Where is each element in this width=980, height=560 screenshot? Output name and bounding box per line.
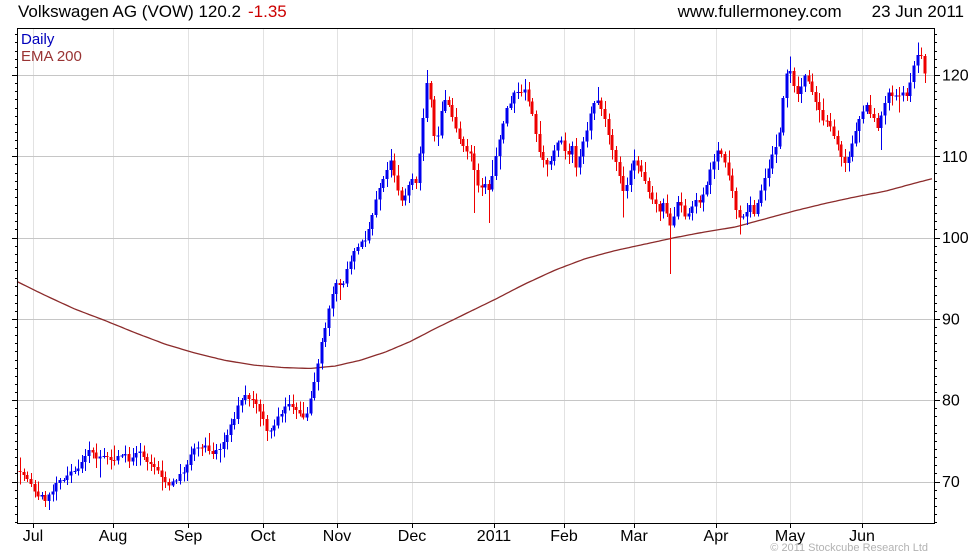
chart-title: Volkswagen AG (VOW) 120.2 <box>18 2 241 21</box>
chart-header-right: www.fullermoney.com 23 Jun 2011 <box>678 2 964 22</box>
svg-text:70: 70 <box>942 474 960 491</box>
svg-text:Jun: Jun <box>849 528 875 545</box>
chart-header-left: Volkswagen AG (VOW) 120.2 -1.35 <box>18 2 287 22</box>
vertical-gridlines <box>33 28 863 523</box>
svg-text:Jul: Jul <box>23 528 43 545</box>
plot-frame <box>12 28 940 528</box>
svg-text:May: May <box>775 528 805 545</box>
svg-text:Mar: Mar <box>620 528 648 545</box>
svg-text:Sep: Sep <box>174 528 203 545</box>
website-label: www.fullermoney.com <box>677 2 842 21</box>
y-axis-labels: 70 80 90 100 110 120 <box>942 68 969 492</box>
svg-text:Dec: Dec <box>398 528 426 545</box>
legend-item-ema200: EMA 200 <box>21 48 82 65</box>
svg-text:100: 100 <box>942 230 969 247</box>
svg-text:Aug: Aug <box>99 528 127 545</box>
legend: Daily EMA 200 <box>21 31 82 65</box>
candles <box>18 42 927 511</box>
legend-item-daily: Daily <box>21 31 55 48</box>
svg-text:Apr: Apr <box>704 528 730 545</box>
svg-text:Oct: Oct <box>251 528 276 545</box>
copyright-label: © 2011 Stockcube Research Ltd <box>770 542 928 554</box>
svg-text:110: 110 <box>942 149 968 166</box>
svg-text:Feb: Feb <box>550 528 578 545</box>
x-axis-labels: Jul Aug Sep Oct Nov Dec 2011 Feb Mar Apr May Jun <box>23 528 875 545</box>
svg-text:80: 80 <box>942 393 960 410</box>
date-label: 23 Jun 2011 <box>871 2 964 21</box>
svg-text:2011: 2011 <box>477 528 512 545</box>
horizontal-gridlines <box>17 75 934 483</box>
ema-line <box>16 178 933 370</box>
svg-text:90: 90 <box>942 311 960 328</box>
price-change: -1.35 <box>248 2 287 21</box>
svg-text:120: 120 <box>942 68 969 85</box>
svg-text:Nov: Nov <box>323 528 351 545</box>
